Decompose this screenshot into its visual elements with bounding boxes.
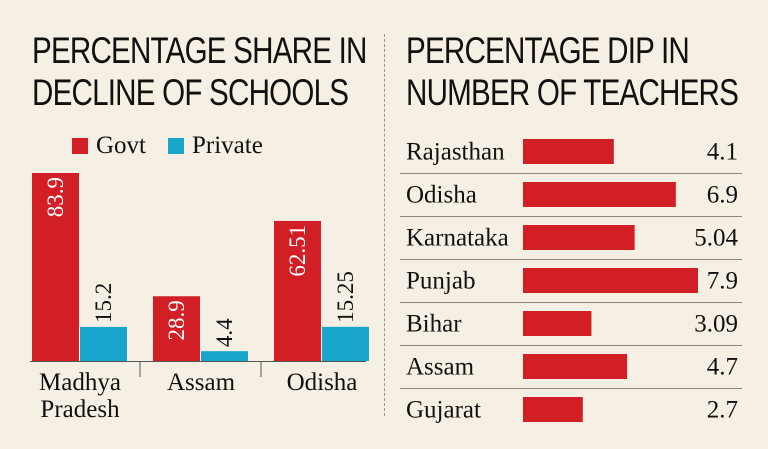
row-label-karnataka: Karnataka: [406, 225, 509, 252]
value-label-karnataka: 5.04: [694, 225, 738, 252]
right-chart-title: PERCENTAGE DIP IN NUMBER OF TEACHERS: [406, 30, 739, 114]
legend-item-govt: Govt: [72, 132, 146, 160]
left-title-line-2: DECLINE OF SCHOOLS: [32, 72, 349, 113]
legend-swatch-private: [168, 138, 184, 154]
value-label-bihar: 3.09: [694, 311, 738, 338]
bar-private-odisha: [322, 326, 369, 361]
bar-rajasthan: [523, 139, 614, 164]
value-label-private-odisha: 15.25: [333, 271, 358, 323]
bar-private-assam: [201, 351, 248, 361]
left-title-line-1: PERCENTAGE SHARE IN: [32, 30, 367, 71]
row-label-punjab: Punjab: [406, 268, 475, 295]
value-label-private-madhya-pradesh: 15.2: [91, 283, 116, 323]
category-label-madhya-pradesh-line-2: Pradesh: [40, 396, 120, 423]
category-label-madhya-pradesh-line-1: Madhya: [39, 369, 121, 396]
bar-bihar: [523, 311, 592, 336]
row-label-assam: Assam: [406, 354, 475, 381]
right-title-line-1: PERCENTAGE DIP IN: [406, 30, 690, 71]
legend: Govt Private: [72, 132, 285, 160]
legend-label-private: Private: [192, 132, 263, 159]
category-label-odisha-line-1: Odisha: [287, 369, 358, 396]
bar-govt-odisha: [274, 220, 321, 361]
right-title-line-2: NUMBER OF TEACHERS: [406, 72, 739, 113]
value-label-gujarat: 2.7: [707, 397, 738, 424]
value-label-punjab: 7.9: [707, 268, 738, 295]
left-chart-title: PERCENTAGE SHARE IN DECLINE OF SCHOOLS: [32, 30, 367, 114]
value-label-assam: 4.7: [707, 354, 738, 381]
bar-govt-assam: [153, 296, 200, 361]
value-label-rajasthan: 4.1: [707, 139, 738, 166]
bar-gujarat: [523, 397, 583, 422]
value-label-private-assam: 4.4: [212, 318, 237, 347]
legend-item-private: Private: [168, 132, 263, 160]
legend-label-govt: Govt: [96, 132, 146, 159]
bar-govt-madhya-pradesh: [32, 173, 79, 361]
value-label-govt-madhya-pradesh: 83.9: [43, 177, 68, 217]
row-label-odisha: Odisha: [406, 182, 477, 209]
bar-private-madhya-pradesh: [80, 326, 127, 361]
row-label-rajasthan: Rajasthan: [406, 139, 505, 166]
panel-divider: [384, 34, 385, 416]
legend-swatch-govt: [72, 138, 88, 154]
bar-punjab: [523, 268, 698, 293]
bar-odisha: [523, 182, 676, 207]
value-label-govt-odisha: 62.51: [285, 225, 310, 277]
value-label-odisha: 6.9: [707, 182, 738, 209]
row-label-gujarat: Gujarat: [406, 397, 481, 424]
bar-karnataka: [523, 225, 635, 250]
row-label-bihar: Bihar: [406, 311, 462, 338]
bar-assam: [523, 354, 628, 379]
category-label-assam-line-1: Assam: [167, 369, 236, 396]
value-label-govt-assam: 28.9: [164, 300, 189, 340]
